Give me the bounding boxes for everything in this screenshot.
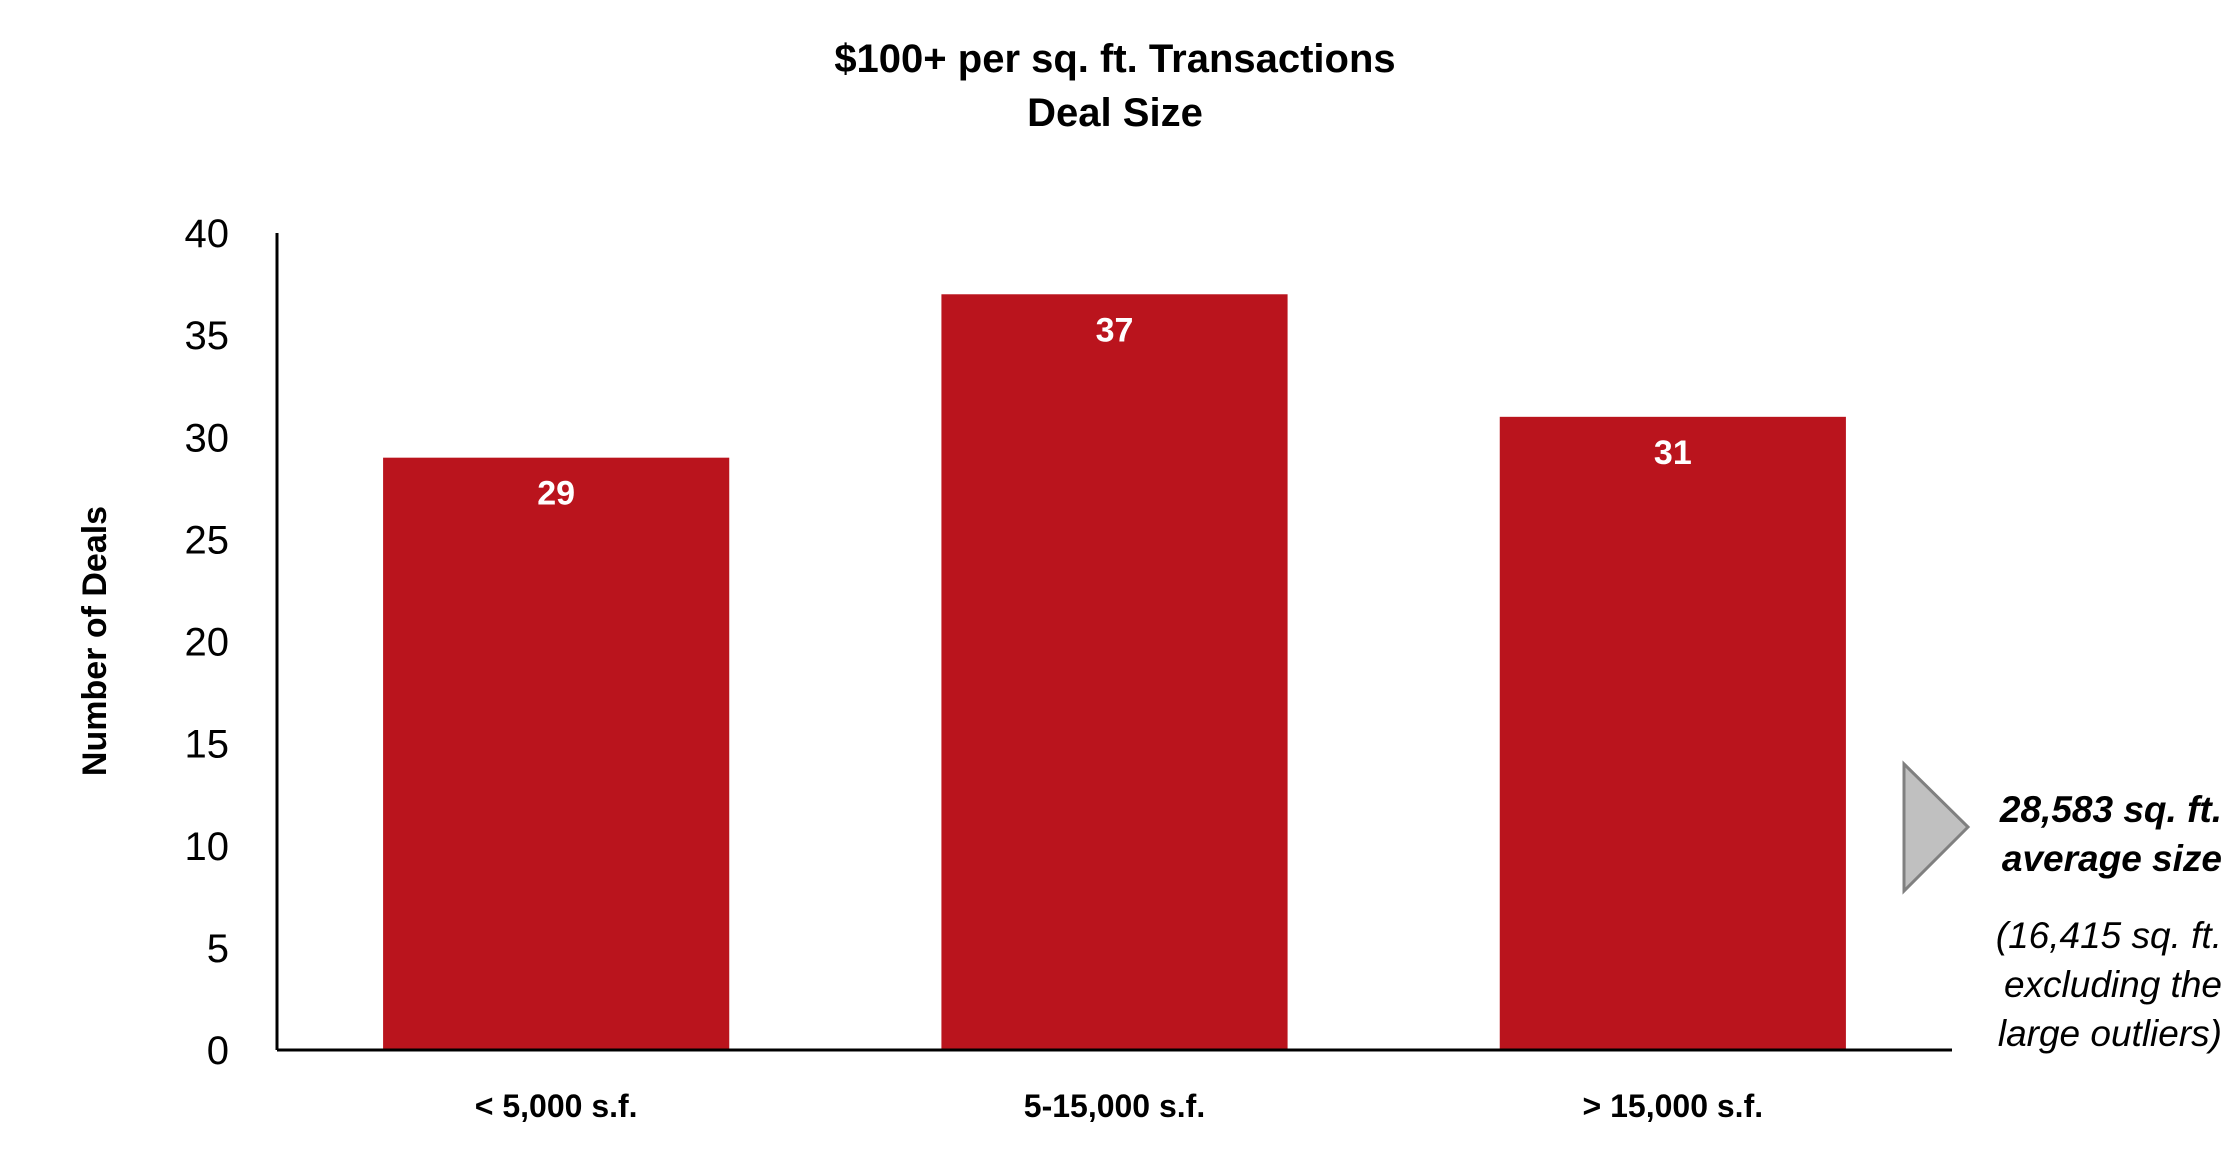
y-tick-label: 5 <box>207 927 229 971</box>
average-size-callout: 28,583 sq. ft. average size (16,415 sq. … <box>1996 789 2222 1054</box>
y-tick-label: 0 <box>207 1029 229 1073</box>
data-labels: 29 37 31 <box>537 311 1691 512</box>
x-tick-label: > 15,000 s.f. <box>1583 1088 1764 1124</box>
triangle-pointer-icon <box>1902 760 1971 895</box>
callout-main-line-2: average size <box>2002 838 2222 879</box>
callout-main-line-1: 28,583 sq. ft. <box>1999 789 2222 830</box>
y-tick-label: 35 <box>185 314 230 358</box>
bar <box>1499 416 1846 1050</box>
callout-sub-line-3: large outliers) <box>1998 1013 2222 1054</box>
y-tick-label: 30 <box>185 416 230 460</box>
bar-data-label: 29 <box>537 475 575 513</box>
x-tick-label: 5-15,000 s.f. <box>1024 1088 1205 1124</box>
bar-data-label: 37 <box>1096 311 1134 349</box>
y-tick-label: 10 <box>185 825 230 869</box>
y-axis-ticks: 0 5 10 15 20 25 30 35 40 <box>185 212 230 1073</box>
x-axis-ticks: < 5,000 s.f. 5-15,000 s.f. > 15,000 s.f. <box>475 1088 1763 1124</box>
y-axis-label: Number of Deals <box>76 506 114 776</box>
bar-series <box>383 294 1846 1050</box>
x-tick-label: < 5,000 s.f. <box>475 1088 638 1124</box>
y-tick-label: 40 <box>185 212 230 256</box>
chart-title: $100+ per sq. ft. Transactions <box>834 37 1395 81</box>
y-tick-label: 25 <box>185 518 230 562</box>
bar <box>941 294 1288 1050</box>
callout-sub-line-2: excluding the <box>2004 964 2222 1005</box>
y-tick-label: 20 <box>185 621 230 665</box>
chart-subtitle: Deal Size <box>1027 91 1203 135</box>
bar-data-label: 31 <box>1654 434 1692 472</box>
y-tick-label: 15 <box>185 723 230 767</box>
bar <box>383 457 730 1050</box>
callout-sub-line-1: (16,415 sq. ft. <box>1996 915 2222 956</box>
